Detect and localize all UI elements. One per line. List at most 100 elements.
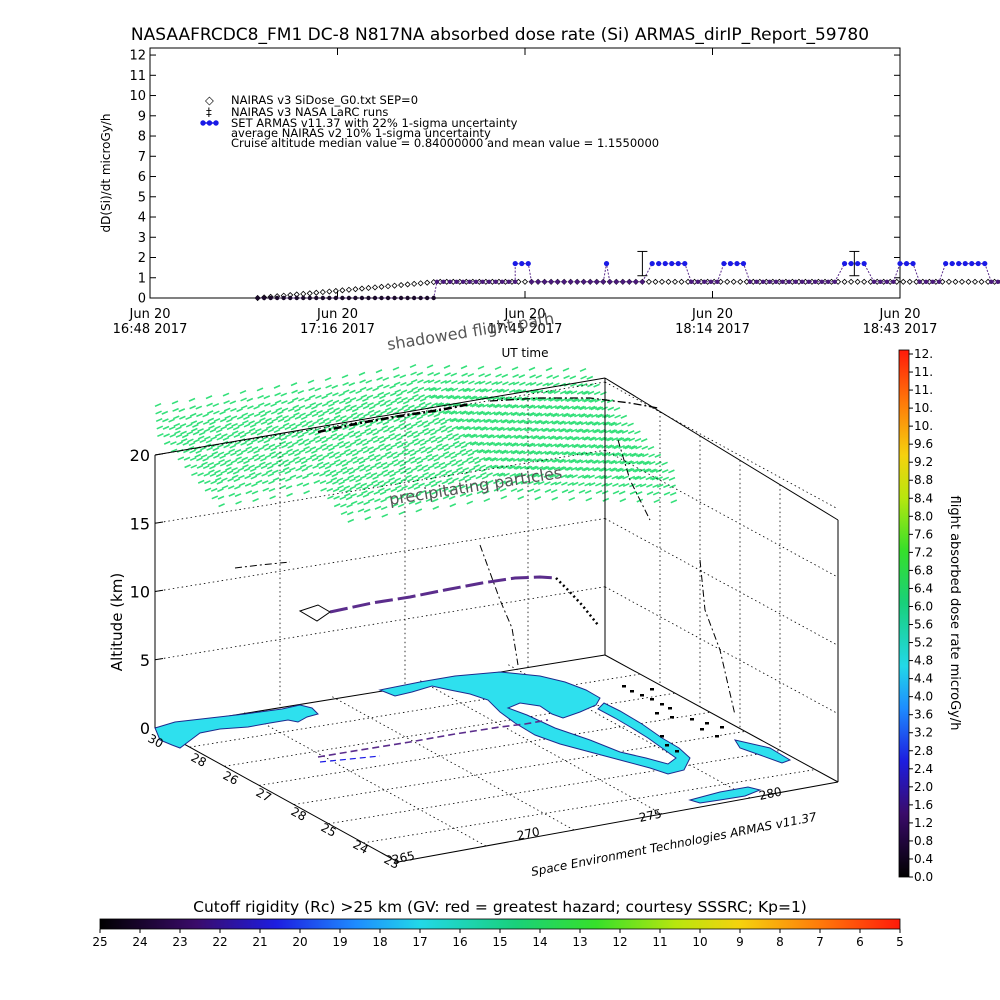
particle-mark <box>291 397 299 402</box>
particle-mark <box>289 467 296 472</box>
armas-point <box>392 295 397 301</box>
particle-mark <box>591 413 598 418</box>
particle-mark <box>600 437 608 442</box>
particle-mark <box>585 497 593 502</box>
particle-mark <box>375 369 383 374</box>
particle-mark <box>328 402 335 408</box>
particle-mark <box>559 390 567 395</box>
particle-mark <box>442 451 450 456</box>
particle-mark <box>389 473 396 478</box>
dose-colorbar-tick-label: 12. <box>914 347 933 361</box>
particle-mark <box>270 454 278 459</box>
particle-mark <box>361 490 368 495</box>
particle-mark <box>480 471 487 477</box>
particle-mark <box>549 474 557 479</box>
particle-mark <box>597 421 605 426</box>
particle-mark <box>573 444 581 449</box>
particle-mark <box>297 434 305 439</box>
particle-mark <box>554 404 562 410</box>
particle-mark <box>379 446 387 451</box>
particle-mark <box>548 473 555 478</box>
particle-mark <box>493 480 500 485</box>
particle-mark <box>376 465 383 470</box>
particle-mark <box>490 426 497 431</box>
particle-mark <box>464 395 472 400</box>
particle-mark <box>243 415 250 421</box>
particle-mark <box>617 475 625 480</box>
y-tick-label: 4 <box>138 211 146 226</box>
nairas-point <box>365 284 372 292</box>
particle-mark <box>412 438 419 443</box>
particle-mark <box>622 482 630 488</box>
particle-mark <box>162 425 170 430</box>
particle-mark <box>580 459 588 464</box>
particle-mark <box>223 407 231 412</box>
particle-mark <box>457 470 465 475</box>
particle-mark <box>425 402 432 407</box>
particle-mark <box>465 410 473 415</box>
particle-mark <box>567 405 574 410</box>
particle-mark <box>472 410 479 416</box>
particle-mark <box>499 403 506 409</box>
particle-mark <box>183 449 190 454</box>
dose-colorbar-tick-label: 5.2 <box>914 636 933 650</box>
particle-mark <box>592 466 599 472</box>
particle-mark <box>225 466 232 471</box>
particle-mark <box>458 477 466 482</box>
particle-mark <box>461 452 468 457</box>
floor-grid-line <box>418 679 663 815</box>
particle-mark <box>593 429 601 434</box>
particle-mark <box>507 464 514 470</box>
particle-mark <box>347 430 355 435</box>
particle-mark <box>389 392 397 397</box>
particle-mark <box>482 490 490 495</box>
particle-mark <box>372 475 379 480</box>
particle-mark <box>538 435 546 440</box>
particle-mark <box>410 371 417 376</box>
particle-mark <box>277 418 285 423</box>
particle-mark <box>527 411 535 417</box>
nairas-point <box>939 278 946 285</box>
particle-mark <box>492 434 500 439</box>
particle-mark <box>387 462 394 467</box>
particle-mark <box>401 396 408 401</box>
particle-mark <box>585 420 593 426</box>
nairas-point <box>861 278 868 285</box>
armas-point <box>411 295 417 301</box>
particle-mark <box>530 465 538 470</box>
particle-mark <box>615 467 623 472</box>
particle-mark <box>499 487 507 492</box>
rigidity-colorbar-tick-label: 18 <box>372 935 387 949</box>
particle-mark <box>374 409 381 414</box>
particle-mark <box>575 428 582 433</box>
particle-mark <box>161 410 169 415</box>
particle-mark <box>288 415 296 420</box>
particle-mark <box>452 402 460 407</box>
particle-mark <box>652 483 659 489</box>
armas-point <box>627 279 632 285</box>
particle-mark <box>392 454 400 460</box>
particle-mark <box>618 444 625 450</box>
particle-mark <box>291 389 298 394</box>
particle-mark <box>473 425 480 431</box>
ground-shadow-track <box>317 719 549 763</box>
particle-mark <box>478 449 485 454</box>
particle-mark <box>268 480 275 485</box>
ground-marker <box>715 735 719 738</box>
particle-mark <box>307 379 315 384</box>
particle-mark <box>491 381 498 386</box>
particle-mark <box>243 460 250 465</box>
particle-mark <box>406 478 414 483</box>
particle-mark <box>384 451 392 456</box>
particle-mark <box>461 372 468 377</box>
particle-mark <box>358 371 366 376</box>
particle-mark <box>562 405 570 410</box>
particle-mark <box>206 402 213 407</box>
particle-mark <box>359 467 366 472</box>
particle-mark <box>417 423 424 428</box>
particle-mark <box>363 464 371 469</box>
particle-mark <box>509 472 517 478</box>
legend-item-2: SET ARMAS v11.37 with 22% 1-sigma uncert… <box>231 116 518 130</box>
nairas-point <box>424 279 431 286</box>
